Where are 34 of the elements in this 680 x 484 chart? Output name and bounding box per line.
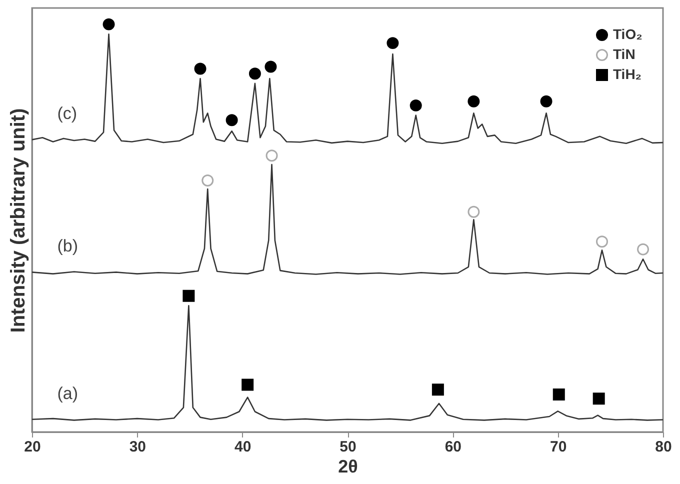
point (596, 236, 608, 248)
legend-label: TiO₂ (613, 26, 642, 42)
point (592, 392, 605, 405)
point (242, 378, 254, 391)
point (552, 388, 565, 400)
point (182, 290, 195, 302)
x-tick-label: 70 (550, 438, 567, 456)
legend-label: TiN (613, 46, 636, 62)
point (202, 174, 214, 186)
point (266, 150, 278, 162)
point (410, 99, 422, 112)
point (194, 62, 206, 75)
point (468, 206, 480, 218)
point (386, 37, 399, 50)
x-axis-title: 2θ (338, 456, 358, 476)
x-tick-label: 50 (340, 438, 356, 456)
x-tick-label: 80 (655, 438, 672, 456)
x-tick-label: 30 (129, 438, 146, 456)
point (102, 18, 115, 30)
point (637, 243, 650, 256)
legend-label: TiH₂ (613, 66, 642, 82)
x-tick-label: 40 (234, 438, 252, 456)
x-tick-label: 60 (444, 438, 462, 456)
point (540, 95, 552, 108)
point (248, 68, 261, 80)
y-axis-title: Intensity (arbitrary unit) (8, 108, 30, 333)
x-tick-label: 20 (24, 438, 41, 456)
point (226, 114, 238, 126)
series-label: (a) (57, 384, 78, 403)
point (264, 60, 277, 73)
point (468, 95, 480, 108)
point (432, 384, 444, 396)
series-label: (c) (57, 104, 78, 124)
series-label: (b) (57, 236, 78, 256)
